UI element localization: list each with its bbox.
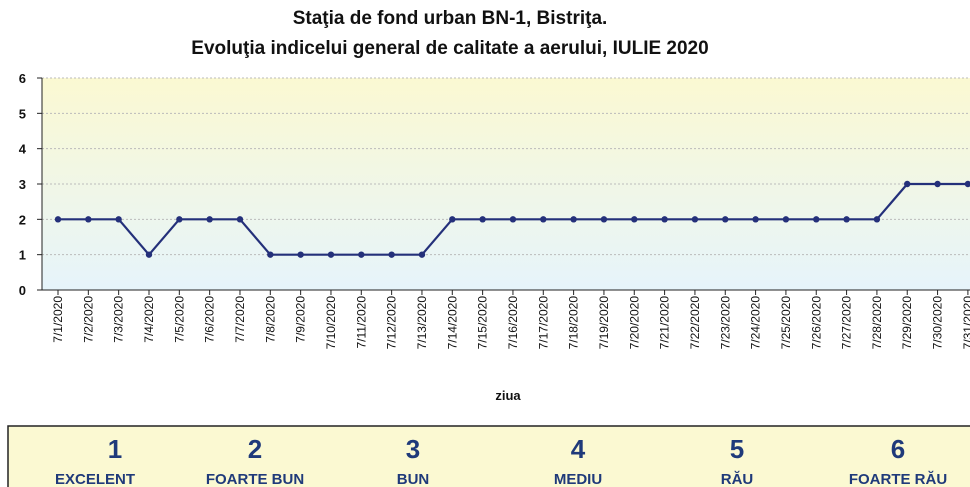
x-tick-label: 7/20/2020 [627, 296, 641, 350]
point [236, 216, 244, 223]
point [85, 216, 92, 223]
scale-number: 6 [891, 434, 905, 464]
point [145, 251, 153, 258]
y-tick-label: 4 [19, 142, 27, 157]
y-tick-label: 5 [19, 106, 26, 121]
point [358, 251, 365, 258]
x-tick-label: 7/23/2020 [718, 296, 732, 350]
x-tick-label: 7/16/2020 [506, 296, 520, 350]
x-tick-label: 7/29/2020 [900, 296, 914, 350]
point [631, 216, 638, 223]
x-tick-label: 7/14/2020 [445, 296, 459, 350]
x-tick-label: 7/17/2020 [536, 296, 550, 350]
point [176, 216, 183, 223]
x-tick-label: 7/26/2020 [809, 296, 823, 350]
x-tick-label: 7/13/2020 [415, 296, 429, 350]
point [661, 216, 668, 223]
x-tick-label: 7/9/2020 [294, 296, 308, 343]
point [206, 216, 213, 223]
point [813, 216, 820, 223]
point [115, 216, 122, 223]
point [873, 216, 881, 223]
x-tick-label: 7/8/2020 [263, 296, 277, 343]
x-tick-label: 7/25/2020 [779, 296, 793, 350]
x-tick-label: 7/21/2020 [658, 296, 672, 350]
x-tick-label: 7/24/2020 [749, 296, 763, 350]
chart-subtitle: Evoluţia indicelui general de calitate a… [191, 38, 708, 59]
point [843, 216, 850, 223]
x-tick-label: 7/7/2020 [233, 296, 247, 343]
point [267, 251, 274, 258]
scale-label: FOARTE RĂU [849, 471, 947, 487]
scale-label: EXCELENT [55, 471, 135, 487]
y-tick-label: 2 [19, 212, 26, 227]
point [509, 216, 517, 223]
x-tick-label: 7/2/2020 [81, 296, 95, 343]
x-tick-label: 7/18/2020 [567, 296, 581, 350]
y-tick-label: 6 [19, 71, 26, 86]
scale-number: 4 [571, 434, 586, 464]
point [782, 216, 790, 223]
point [297, 251, 304, 258]
chart-title: Staţia de fond urban BN-1, Bistriţa. [293, 8, 608, 29]
point [540, 216, 547, 223]
point [691, 216, 699, 223]
x-tick-label: 7/28/2020 [870, 296, 884, 350]
point [418, 251, 426, 258]
scale-label: MEDIU [554, 471, 602, 487]
point [964, 180, 970, 188]
x-tick-label: 7/15/2020 [476, 296, 490, 350]
point [904, 180, 911, 188]
point [54, 216, 62, 223]
point [570, 216, 577, 223]
y-tick-label: 0 [19, 283, 26, 298]
point [934, 180, 941, 188]
legend-box [7, 425, 970, 487]
x-tick-label: 7/4/2020 [142, 296, 156, 343]
x-axis-label: ziua [495, 388, 521, 403]
point [722, 216, 729, 223]
scale-number: 2 [248, 434, 262, 464]
x-tick-label: 7/3/2020 [112, 296, 126, 343]
point [327, 251, 335, 258]
point [600, 216, 608, 223]
scale-number: 5 [730, 434, 744, 464]
point [449, 216, 456, 223]
x-tick-label: 7/27/2020 [840, 296, 854, 350]
x-tick-label: 7/11/2020 [354, 296, 368, 349]
y-tick-label: 1 [19, 248, 26, 263]
x-tick-label: 7/22/2020 [688, 296, 702, 350]
scale-label: RĂU [721, 471, 754, 487]
x-tick-label: 7/31/2020 [961, 296, 970, 350]
x-tick-label: 7/10/2020 [324, 296, 338, 350]
x-tick-label: 7/12/2020 [385, 296, 399, 350]
x-tick-label: 7/1/2020 [51, 296, 65, 343]
y-tick-label: 3 [19, 177, 26, 192]
scale-number: 1 [108, 434, 122, 464]
x-tick-label: 7/19/2020 [597, 296, 611, 350]
point [388, 251, 395, 258]
x-tick-label: 7/5/2020 [172, 296, 186, 343]
scale-label: BUN [397, 471, 430, 487]
scale-label: FOARTE BUN [206, 471, 304, 487]
x-tick-label: 7/6/2020 [203, 296, 217, 343]
x-tick-label: 7/30/2020 [931, 296, 945, 350]
point [752, 216, 759, 223]
point [479, 216, 486, 223]
scale-number: 3 [406, 434, 420, 464]
